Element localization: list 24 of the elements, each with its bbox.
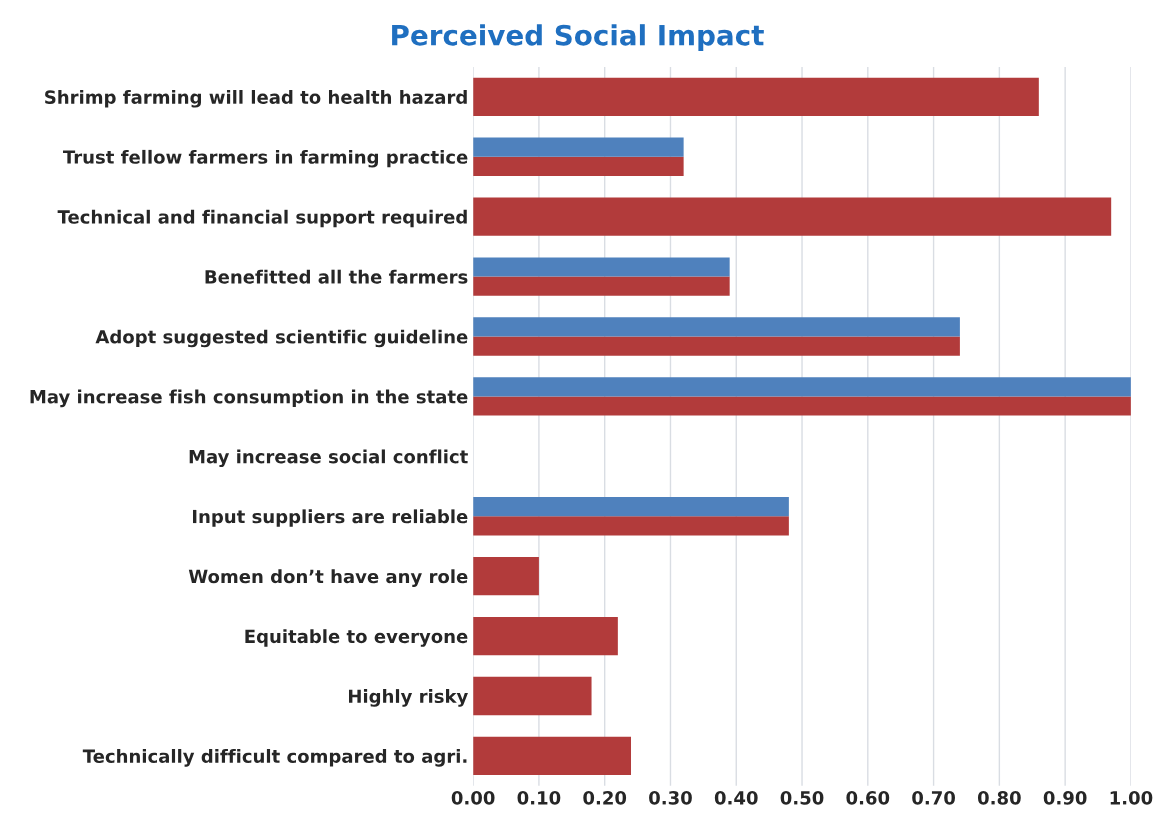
x-tick-label: 0.10 — [517, 791, 561, 805]
x-tick-label: 0.40 — [714, 791, 758, 805]
x-tick-label: 0.60 — [846, 791, 890, 805]
y-tick-label: Adopt suggested scientific guideline — [95, 329, 468, 348]
y-tick-label: Women don’t have any role — [188, 569, 468, 587]
x-tick-label: 0.70 — [912, 791, 955, 805]
y-tick-label: Highly risky — [349, 689, 468, 707]
x-tick-label: 0.30 — [649, 791, 692, 805]
y-tick-label: Technically difficult compared to agri. — [82, 749, 467, 767]
x-tick-label: 0.90 — [1043, 791, 1087, 805]
y-tick-label: May increase fish consumption in the state — [30, 389, 468, 408]
x-tick-label: 0.50 — [780, 791, 824, 805]
chart-title: Perceived Social Impact — [392, 24, 764, 52]
x-tick-label: 0.00 — [451, 791, 495, 805]
y-tick-label: Input suppliers are reliable — [192, 509, 468, 527]
y-tick-label: Shrimp farming will lead to health hazard — [45, 89, 467, 108]
y-tick-label: Trust fellow farmers in farming practice — [63, 149, 468, 168]
y-tick-label: May increase social conflict — [189, 449, 468, 468]
x-tick-label: 0.20 — [583, 791, 627, 805]
x-tick-label: 0.80 — [977, 791, 1021, 805]
y-tick-label: Equitable to everyone — [245, 629, 468, 647]
y-tick-label: Technical and financial support required — [57, 209, 467, 228]
y-tick-label: Benefitted all the farmers — [205, 269, 468, 284]
x-tick-label: 1.00 — [1110, 791, 1153, 805]
